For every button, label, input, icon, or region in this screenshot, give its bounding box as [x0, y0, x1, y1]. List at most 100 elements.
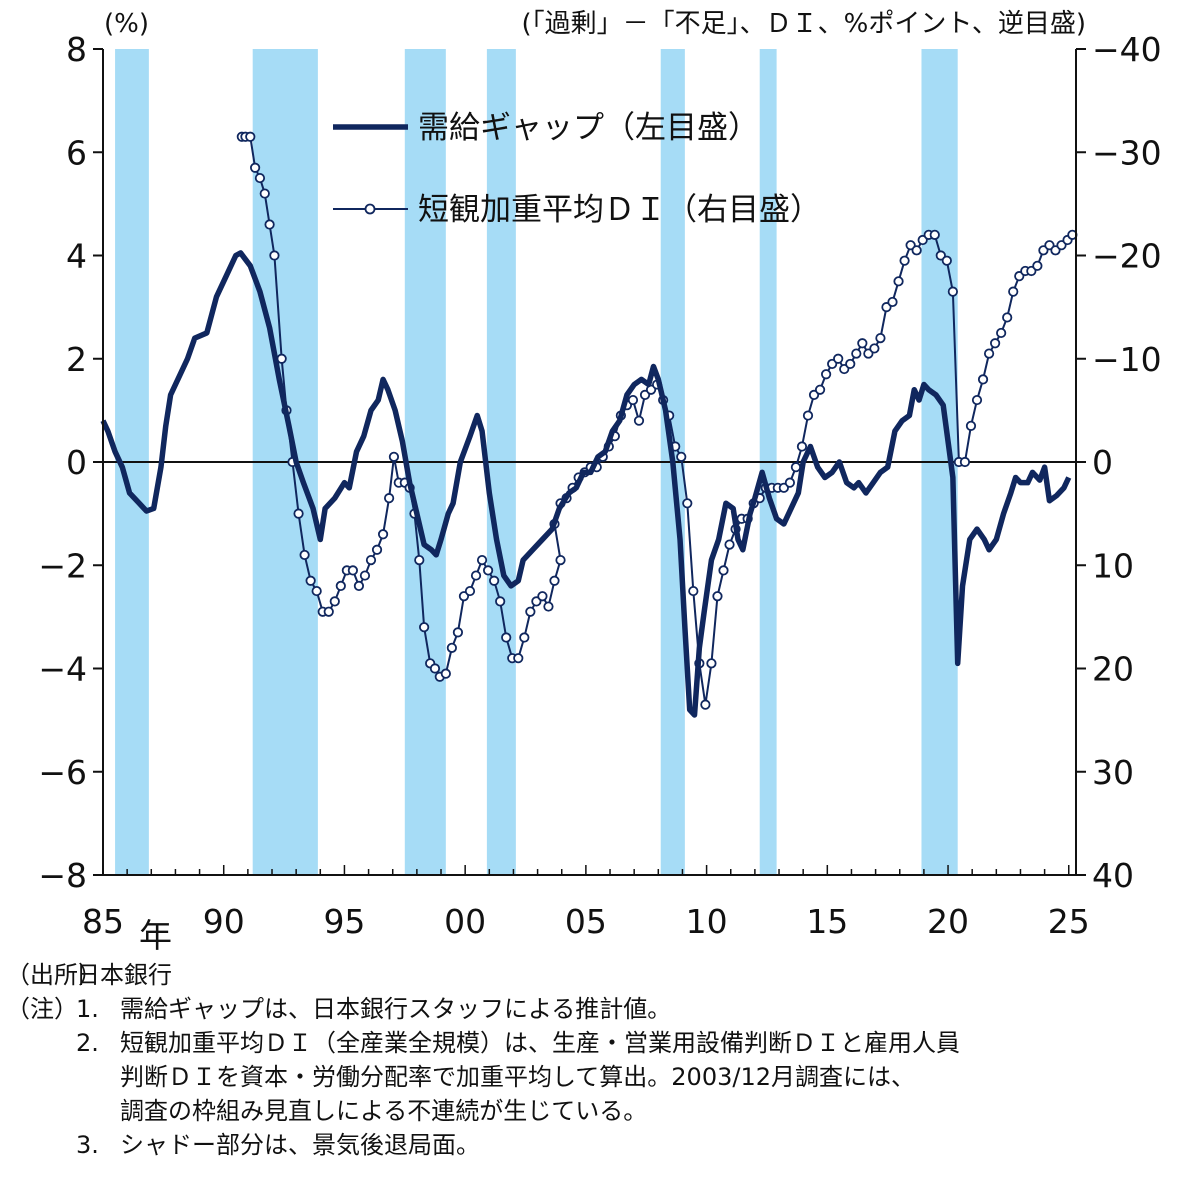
di-point-85 [718, 565, 729, 576]
di-point-3 [250, 162, 261, 173]
di-point-117 [911, 245, 922, 256]
left-tick-label-7: −6 [38, 753, 87, 792]
di-point-13 [305, 575, 316, 586]
di-point-114 [893, 276, 904, 287]
right-tick-label-0: −40 [1092, 30, 1162, 69]
di-point-21 [353, 580, 365, 592]
di-point-20 [347, 565, 358, 576]
di-point-49 [513, 653, 524, 664]
di-point-97 [790, 462, 802, 473]
di-point-132 [1002, 312, 1013, 323]
di-point-126 [965, 420, 977, 431]
x-tick-label-6: 15 [806, 902, 848, 941]
di-point-2 [245, 131, 256, 142]
di-point-79 [682, 498, 693, 509]
legend-di-label: 短観加重平均ＤＩ（右目盛） [418, 192, 821, 228]
di-point-122 [941, 255, 952, 266]
di-point-17 [329, 596, 340, 607]
di-point-137 [1032, 260, 1043, 271]
x-tick-label-4: 05 [565, 902, 607, 941]
x-tick-label-0: 85 [82, 902, 124, 941]
right-tick-label-3: −10 [1092, 340, 1162, 379]
di-point-113 [887, 296, 898, 308]
di-point-123 [947, 286, 958, 297]
di-point-41 [464, 585, 476, 597]
di-point-55 [549, 575, 560, 586]
note-2-cont-2: 調査の枠組み見直しによる不連続が生じている。 [6, 1094, 1196, 1128]
di-point-70 [627, 394, 639, 406]
right-tick-label-1: −30 [1092, 133, 1162, 172]
note-3-text: シャドー部分は、景気後退局面。 [120, 1131, 480, 1159]
di-point-78 [676, 451, 687, 462]
left-tick-label-3: 2 [66, 340, 87, 379]
di-point-33 [419, 622, 430, 633]
di-point-129 [983, 348, 995, 359]
di-point-16 [323, 606, 334, 617]
di-point-56 [555, 554, 566, 566]
right-unit-label: (「過剰」－「不足」、ＤＩ、%ポイント、逆目盛) [522, 9, 1086, 39]
di-point-42 [470, 570, 482, 581]
note-head: （注） [6, 995, 78, 1023]
di-point-4 [254, 172, 266, 184]
di-point-27 [388, 451, 400, 462]
di-point-24 [371, 544, 383, 555]
left-tick-label-0: 8 [66, 30, 87, 69]
x-tick-label-2: 95 [323, 902, 365, 941]
di-point-25 [377, 529, 389, 540]
di-point-107 [851, 348, 862, 359]
di-point-128 [977, 374, 989, 385]
di-point-110 [869, 343, 880, 354]
di-point-51 [525, 606, 536, 617]
notes: （出所）日本銀行 （注）1. 需給ギャップは、日本銀行スタッフによる推計値。 2.… [6, 958, 1196, 1162]
left-unit-label: (%) [104, 9, 149, 39]
note-2-line-2: 判断ＤＩを資本・労働分配率で加重平均して算出。2003/12月調査には、 [120, 1063, 915, 1091]
right-tick-label-4: 0 [1092, 443, 1113, 482]
note-1-text: 需給ギャップは、日本銀行スタッフによる推計値。 [120, 995, 672, 1023]
note-2-line-3: 調査の枠組み見直しによる不連続が生じている。 [120, 1097, 648, 1125]
di-point-111 [875, 332, 886, 344]
di-point-82 [700, 699, 711, 710]
di-point-125 [959, 456, 971, 468]
di-point-131 [996, 327, 1007, 339]
series-gap [100, 250, 1072, 718]
note-3-num: 3. [76, 1131, 99, 1159]
x-tick-label-7: 20 [927, 902, 969, 941]
di-point-26 [384, 493, 395, 504]
di-point-86 [724, 539, 735, 550]
di-point-108 [857, 338, 868, 349]
di-point-14 [311, 585, 322, 597]
di-point-32 [414, 554, 425, 566]
right-tick-label-8: 40 [1092, 856, 1134, 895]
left-tick-label-5: −2 [38, 546, 87, 585]
x-year-suffix: 年 [139, 916, 172, 955]
source-note: （出所）日本銀行 [6, 958, 1196, 992]
note-2-line-1: 短観加重平均ＤＩ（全産業全規模）は、生産・営業用設備判断ＤＩと雇用人員 [120, 1029, 960, 1057]
note-2-num: 2. [76, 1029, 99, 1057]
di-point-96 [784, 477, 795, 488]
di-point-130 [990, 338, 1001, 349]
di-point-50 [519, 632, 530, 643]
legend-gap-label: 需給ギャップ（左目盛） [418, 110, 759, 146]
di-point-37 [440, 668, 451, 679]
di-point-44 [482, 565, 494, 576]
left-tick-label-1: 6 [66, 133, 87, 172]
series-di [236, 131, 1078, 710]
di-point-120 [929, 229, 940, 240]
gap-line [100, 250, 1072, 718]
di-point-106 [845, 358, 856, 370]
left-tick-label-4: 0 [66, 443, 87, 482]
right-tick-label-2: −20 [1092, 237, 1162, 276]
legend: 需給ギャップ（左目盛） 短観加重平均ＤＩ（右目盛） [333, 110, 821, 228]
source-text: 日本銀行 [76, 961, 172, 989]
x-tick-label-1: 90 [203, 902, 245, 941]
di-point-98 [796, 441, 808, 452]
source-head: （出所） [6, 961, 102, 989]
note-3: 3. シャドー部分は、景気後退局面。 [6, 1128, 1196, 1162]
right-tick-label-7: 30 [1092, 753, 1134, 792]
di-point-84 [712, 591, 723, 602]
left-tick-label-2: 4 [66, 237, 87, 276]
di-point-39 [452, 627, 464, 638]
di-point-18 [335, 580, 346, 592]
di-point-71 [633, 415, 645, 426]
